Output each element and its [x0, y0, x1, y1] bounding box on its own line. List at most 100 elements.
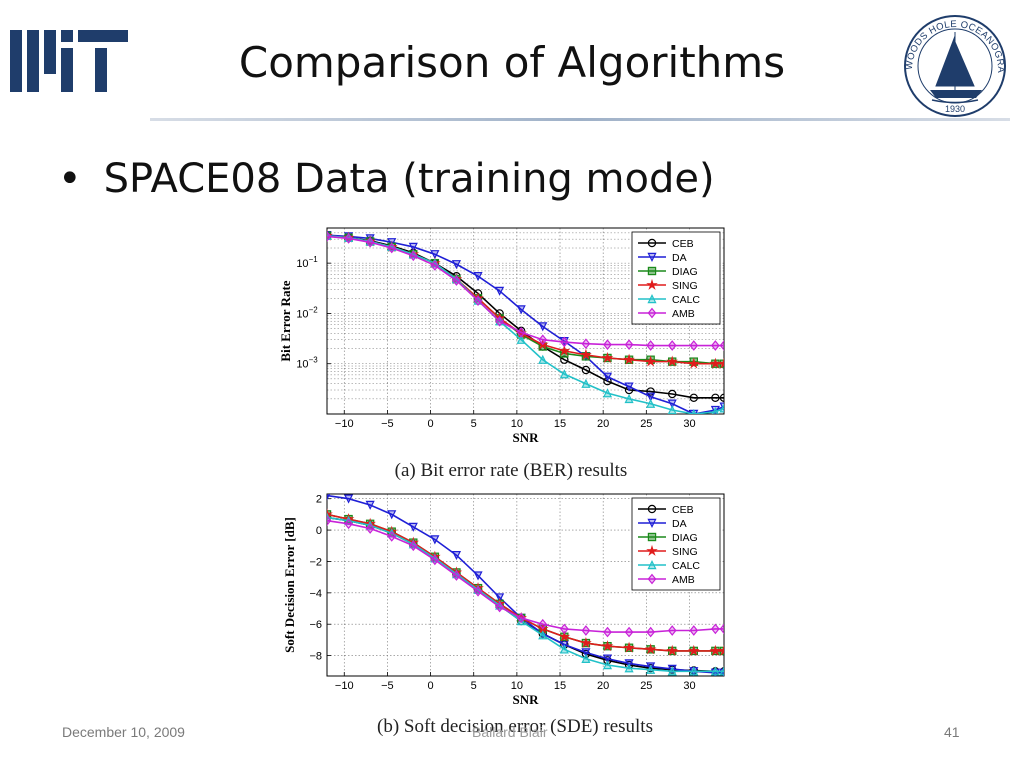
ber-point-amb	[559, 336, 569, 348]
ber-point-amb	[387, 242, 397, 254]
ber-xtick-label: 30	[683, 418, 695, 430]
ber-point-amb	[408, 250, 418, 262]
ber-point-amb	[667, 340, 677, 351]
mit-logo	[10, 30, 128, 92]
ber-point-sing	[687, 357, 700, 369]
sde-chart-svg: (b) Soft decision error (SDE) results −1…	[282, 493, 725, 737]
ber-point-amb	[452, 275, 461, 286]
ber-xlabel: SNR	[512, 430, 539, 445]
bullet-text: SPACE08 Data (training mode)	[103, 156, 715, 202]
sde-legend-label: SING	[672, 546, 698, 558]
ber-point-da	[710, 405, 720, 414]
title-divider	[150, 118, 1010, 121]
sde-legend-marker	[646, 544, 658, 556]
sde-point-da	[327, 494, 331, 501]
sde-legend-marker	[647, 518, 657, 528]
ber-xtick-label: 25	[640, 418, 652, 430]
sde-point-da	[451, 550, 462, 561]
sde-xtick-label: 5	[471, 680, 477, 692]
sde-ylabel: Soft Decision Error [dB]	[282, 517, 297, 653]
ber-ytick-label: 10−3	[296, 356, 318, 371]
sde-xtick-label: 0	[428, 680, 434, 692]
ber-point-calc	[581, 378, 591, 388]
sde-point-amb	[646, 626, 656, 638]
sde-point-da	[495, 593, 505, 603]
ber-point-calc	[691, 409, 697, 414]
sde-point-amb	[473, 585, 483, 597]
ber-point-da	[408, 242, 418, 252]
ber-point-amb	[538, 334, 548, 346]
sde-ytick-label: 2	[316, 494, 322, 506]
ber-ylabel: Bit Error Rate	[278, 280, 293, 361]
ber-point-sing	[644, 355, 657, 367]
sde-ytick-label: −2	[309, 556, 322, 568]
sde-point-calc	[667, 666, 677, 676]
ber-point-da	[646, 392, 656, 402]
ber-point-amb	[719, 340, 724, 351]
sde-point-calc	[719, 666, 724, 676]
ber-point-amb	[327, 231, 332, 242]
ber-point-calc	[559, 369, 569, 379]
sde-point-sing	[601, 640, 614, 652]
sde-point-da	[387, 510, 397, 520]
sde-point-amb	[667, 625, 677, 636]
ber-xtick-label: 15	[554, 418, 566, 430]
sde-xlabel: SNR	[512, 692, 539, 707]
ber-plot-frame	[326, 227, 725, 415]
sde-ytick-label: −8	[309, 651, 322, 663]
sde-legend-marker	[647, 573, 657, 585]
ber-point-sing	[709, 357, 722, 369]
ber-ytick-exponent: −3	[309, 356, 319, 365]
ber-point-calc	[624, 393, 634, 404]
ber-legend-label: CALC	[672, 294, 700, 306]
sde-point-sing	[623, 641, 635, 653]
sde-xtick-label: −10	[335, 680, 354, 692]
sde-line-sing	[327, 513, 724, 652]
ber-legend: CEB DA DIAG SING CALC AMB	[631, 231, 721, 325]
sde-legend-label: CEB	[672, 504, 694, 516]
ber-legend-label: SING	[672, 280, 698, 292]
sde-point-da	[581, 648, 591, 658]
sde-legend-marker	[647, 504, 657, 514]
sde-point-sing	[666, 644, 679, 656]
sde-legend: CEB DA DIAG SING CALC AMB	[631, 497, 721, 591]
ber-xtick-label: 10	[511, 418, 523, 430]
ber-ytick-label: 10−1	[296, 255, 318, 270]
sde-xtick-label: 10	[511, 680, 523, 692]
ber-point-amb	[473, 295, 483, 306]
footer-date: December 10, 2009	[62, 724, 185, 740]
ber-grid	[327, 228, 724, 414]
ber-xtick-label: −5	[381, 418, 394, 430]
sde-legend-label: AMB	[672, 574, 695, 586]
sde-point-amb	[430, 554, 440, 566]
sde-point-sing	[644, 643, 657, 655]
sde-point-amb	[387, 531, 397, 542]
ber-legend-marker	[647, 307, 657, 319]
ber-point-sing	[580, 348, 592, 360]
ber-point-da	[602, 372, 613, 382]
ber-point-da	[516, 305, 526, 315]
sde-xtick-label: 15	[554, 680, 566, 692]
ber-point-sing	[558, 344, 571, 356]
ber-point-da	[473, 272, 483, 282]
ber-point-sing	[601, 351, 614, 363]
sde-point-sing	[718, 644, 724, 656]
ber-legend-marker	[646, 278, 658, 290]
sde-series-amb	[327, 515, 724, 638]
whoi-year: 1930	[945, 104, 965, 114]
ber-xtick-label: −10	[335, 418, 354, 430]
sde-legend-box	[631, 497, 721, 591]
sde-line-calc	[327, 516, 724, 673]
sde-point-amb	[452, 570, 461, 581]
sde-point-ceb	[646, 663, 655, 673]
ber-point-ceb	[689, 393, 698, 402]
sde-point-da	[602, 654, 613, 664]
ber-point-da	[624, 382, 634, 392]
ber-point-sing	[666, 355, 679, 367]
slide-title: Comparison of Algorithms	[238, 38, 786, 87]
ber-legend-label: AMB	[672, 308, 695, 320]
ber-point-amb	[430, 260, 440, 271]
ber-series-amb	[327, 231, 724, 351]
sde-point-calc	[624, 663, 634, 673]
sde-legend-label: CALC	[672, 560, 700, 572]
